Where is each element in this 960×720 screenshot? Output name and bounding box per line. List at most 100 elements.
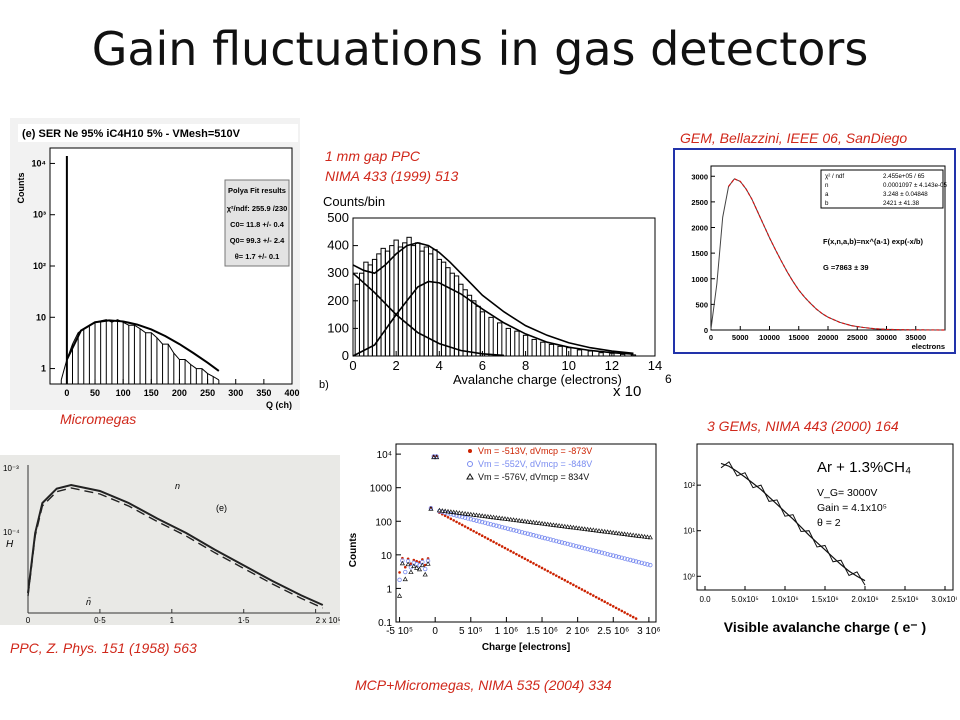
mcp-x-tick-label: -5 10⁵ xyxy=(386,626,413,637)
mcp-point-series2 xyxy=(593,549,599,554)
mcp-point-series3 xyxy=(405,561,411,567)
micromegas-xlabel: Q (ch) xyxy=(266,400,292,410)
mcp-point-series2 xyxy=(397,577,402,583)
gem-y-tick-label: 500 xyxy=(695,300,708,309)
gem-xlabel: electrons xyxy=(912,342,945,351)
mcp-point-series3 xyxy=(485,513,491,519)
mcp-point-series2 xyxy=(639,560,644,566)
mcp-point-series3 xyxy=(639,533,645,539)
mcp-point-series3 xyxy=(414,565,420,570)
mcp-point-series2 xyxy=(608,552,613,558)
ppc-bar xyxy=(514,330,520,357)
mcp-point-series3 xyxy=(493,515,500,520)
ppc-x-tick-label: 6 xyxy=(479,358,486,373)
mcp-point-series3 xyxy=(590,527,596,532)
ppc-x-tick-label: 8 xyxy=(522,358,529,373)
mcp-point-series3 xyxy=(462,511,468,516)
ppc-bar xyxy=(488,316,494,357)
gem-mean-label: G =7863 ± 39 xyxy=(823,263,869,272)
mcp-point-series1 xyxy=(597,597,601,600)
mcp-x-tick-label: 2.5 10⁶ xyxy=(597,626,629,637)
mcp-point-series2 xyxy=(576,544,582,550)
mcp-point-series3 xyxy=(519,518,525,523)
mcp-point-series1 xyxy=(509,549,512,553)
zphys-curve xyxy=(27,483,324,606)
micromegas-fit-line xyxy=(65,319,220,372)
mcp-point-series2 xyxy=(519,530,525,535)
slide-title: Gain fluctuations in gas detectors xyxy=(91,22,869,76)
mcp-point-series3 xyxy=(542,521,548,526)
ppc-bar xyxy=(531,338,537,357)
mcp-point-series2 xyxy=(628,557,633,563)
zphys-y-tick-label: 10⁻³ xyxy=(3,464,19,473)
mcp-point-series3 xyxy=(399,560,406,566)
mcp-point-series3 xyxy=(593,527,599,533)
micromegas-y-tick-label: 10² xyxy=(33,261,46,271)
mcp-point-series3 xyxy=(411,563,417,569)
micromegas-stats-line: χ²/ndf: 255.9 /230 xyxy=(227,204,288,213)
mcp-point-series3 xyxy=(522,518,528,524)
mcp-point-series3 xyxy=(607,529,614,535)
mcp-xlabel: Charge [electrons] xyxy=(482,642,570,653)
mcp-point-series1 xyxy=(455,520,458,524)
mcp-point-series1 xyxy=(480,534,484,538)
mcp-point-series1 xyxy=(458,522,461,525)
mcp-point-series3 xyxy=(647,534,653,540)
mcp-point-series1 xyxy=(463,525,467,528)
mcp-point-series1 xyxy=(492,540,495,544)
ppc-y-tick-label: 500 xyxy=(327,210,349,225)
zphys-ylabel: H xyxy=(6,539,14,550)
mcp-point-series2 xyxy=(479,519,485,525)
mcp-point-series3 xyxy=(459,510,465,516)
mcp-point-series2 xyxy=(454,513,459,518)
mcp-point-series3 xyxy=(565,524,571,529)
gems-fit-line xyxy=(720,462,866,582)
mcp-point-series3 xyxy=(425,561,431,566)
mcp-point-series2 xyxy=(497,524,502,529)
mcp-y-tick-label: 100 xyxy=(375,517,392,528)
mcp-point-series1 xyxy=(537,565,541,568)
mcp-point-series2 xyxy=(599,550,605,555)
mcp-point-series3 xyxy=(613,530,619,535)
gems-xlabel: Visible avalanche charge ( e⁻ ) xyxy=(724,619,926,635)
gem-x-tick-label: 15000 xyxy=(788,333,809,342)
mcp-point-series3 xyxy=(428,506,434,511)
mcp-point-series2 xyxy=(468,516,473,522)
mcp-legend-marker xyxy=(468,449,472,453)
mcp-point-series2 xyxy=(616,554,622,560)
mcp-point-series3 xyxy=(471,512,477,517)
mcp-ylabel: Counts xyxy=(348,532,359,567)
mcp-point-series3 xyxy=(547,521,554,527)
mcp-point-series3 xyxy=(431,454,437,460)
gem-y-tick-label: 0 xyxy=(704,326,708,335)
gem-stats-value: 2421 ± 41.38 xyxy=(883,200,920,207)
mcp-point-series2 xyxy=(545,536,550,542)
mcp-point-series1 xyxy=(600,598,604,602)
ppc-bar xyxy=(505,327,511,357)
zphys-curve-label-nbar: n̄ xyxy=(86,597,91,607)
mcp-point-series1 xyxy=(472,529,475,533)
mcp-point-series2 xyxy=(471,517,476,523)
mcp-point-series2 xyxy=(625,557,630,562)
zphys-curve-label-e: (e) xyxy=(216,503,227,513)
gem-x-tick-label: 20000 xyxy=(818,333,839,342)
mcp-point-series3 xyxy=(602,528,608,534)
gems-y-tick-label: 10¹ xyxy=(683,527,695,536)
ppc-bar xyxy=(619,353,626,357)
mcp-y-tick-label: 10⁴ xyxy=(377,450,392,461)
mcp-point-series2 xyxy=(605,551,610,557)
mcp-y-tick-label: 0.1 xyxy=(378,618,392,629)
micromegas-x-tick-label: 50 xyxy=(90,388,100,398)
mcp-x-tick-label: 5 10⁵ xyxy=(459,626,483,637)
mcp-point-series1 xyxy=(620,609,624,613)
mcp-point-series1 xyxy=(443,514,447,518)
mcp-point-series1 xyxy=(572,583,575,587)
mcp-point-series1 xyxy=(466,526,470,530)
mcp-point-series3 xyxy=(490,514,497,520)
ppc-1mm-chart: Counts/bin 0 2 4 6 8 10 12 14 0 100 200 300 400 500 Ava… xyxy=(319,194,672,400)
mcp-point-series3 xyxy=(604,529,611,534)
gem-bellazzini-chart: 0 5000 10000 15000 20000 25000 30000 35000 0 500 1… xyxy=(673,148,956,354)
caption-gem-bellazzini: GEM, Bellazzini, IEEE 06, SanDiego xyxy=(680,130,908,146)
ppc-x-tick-label: 14 xyxy=(648,358,662,373)
micromegas-x-tick-label: 150 xyxy=(144,388,159,398)
